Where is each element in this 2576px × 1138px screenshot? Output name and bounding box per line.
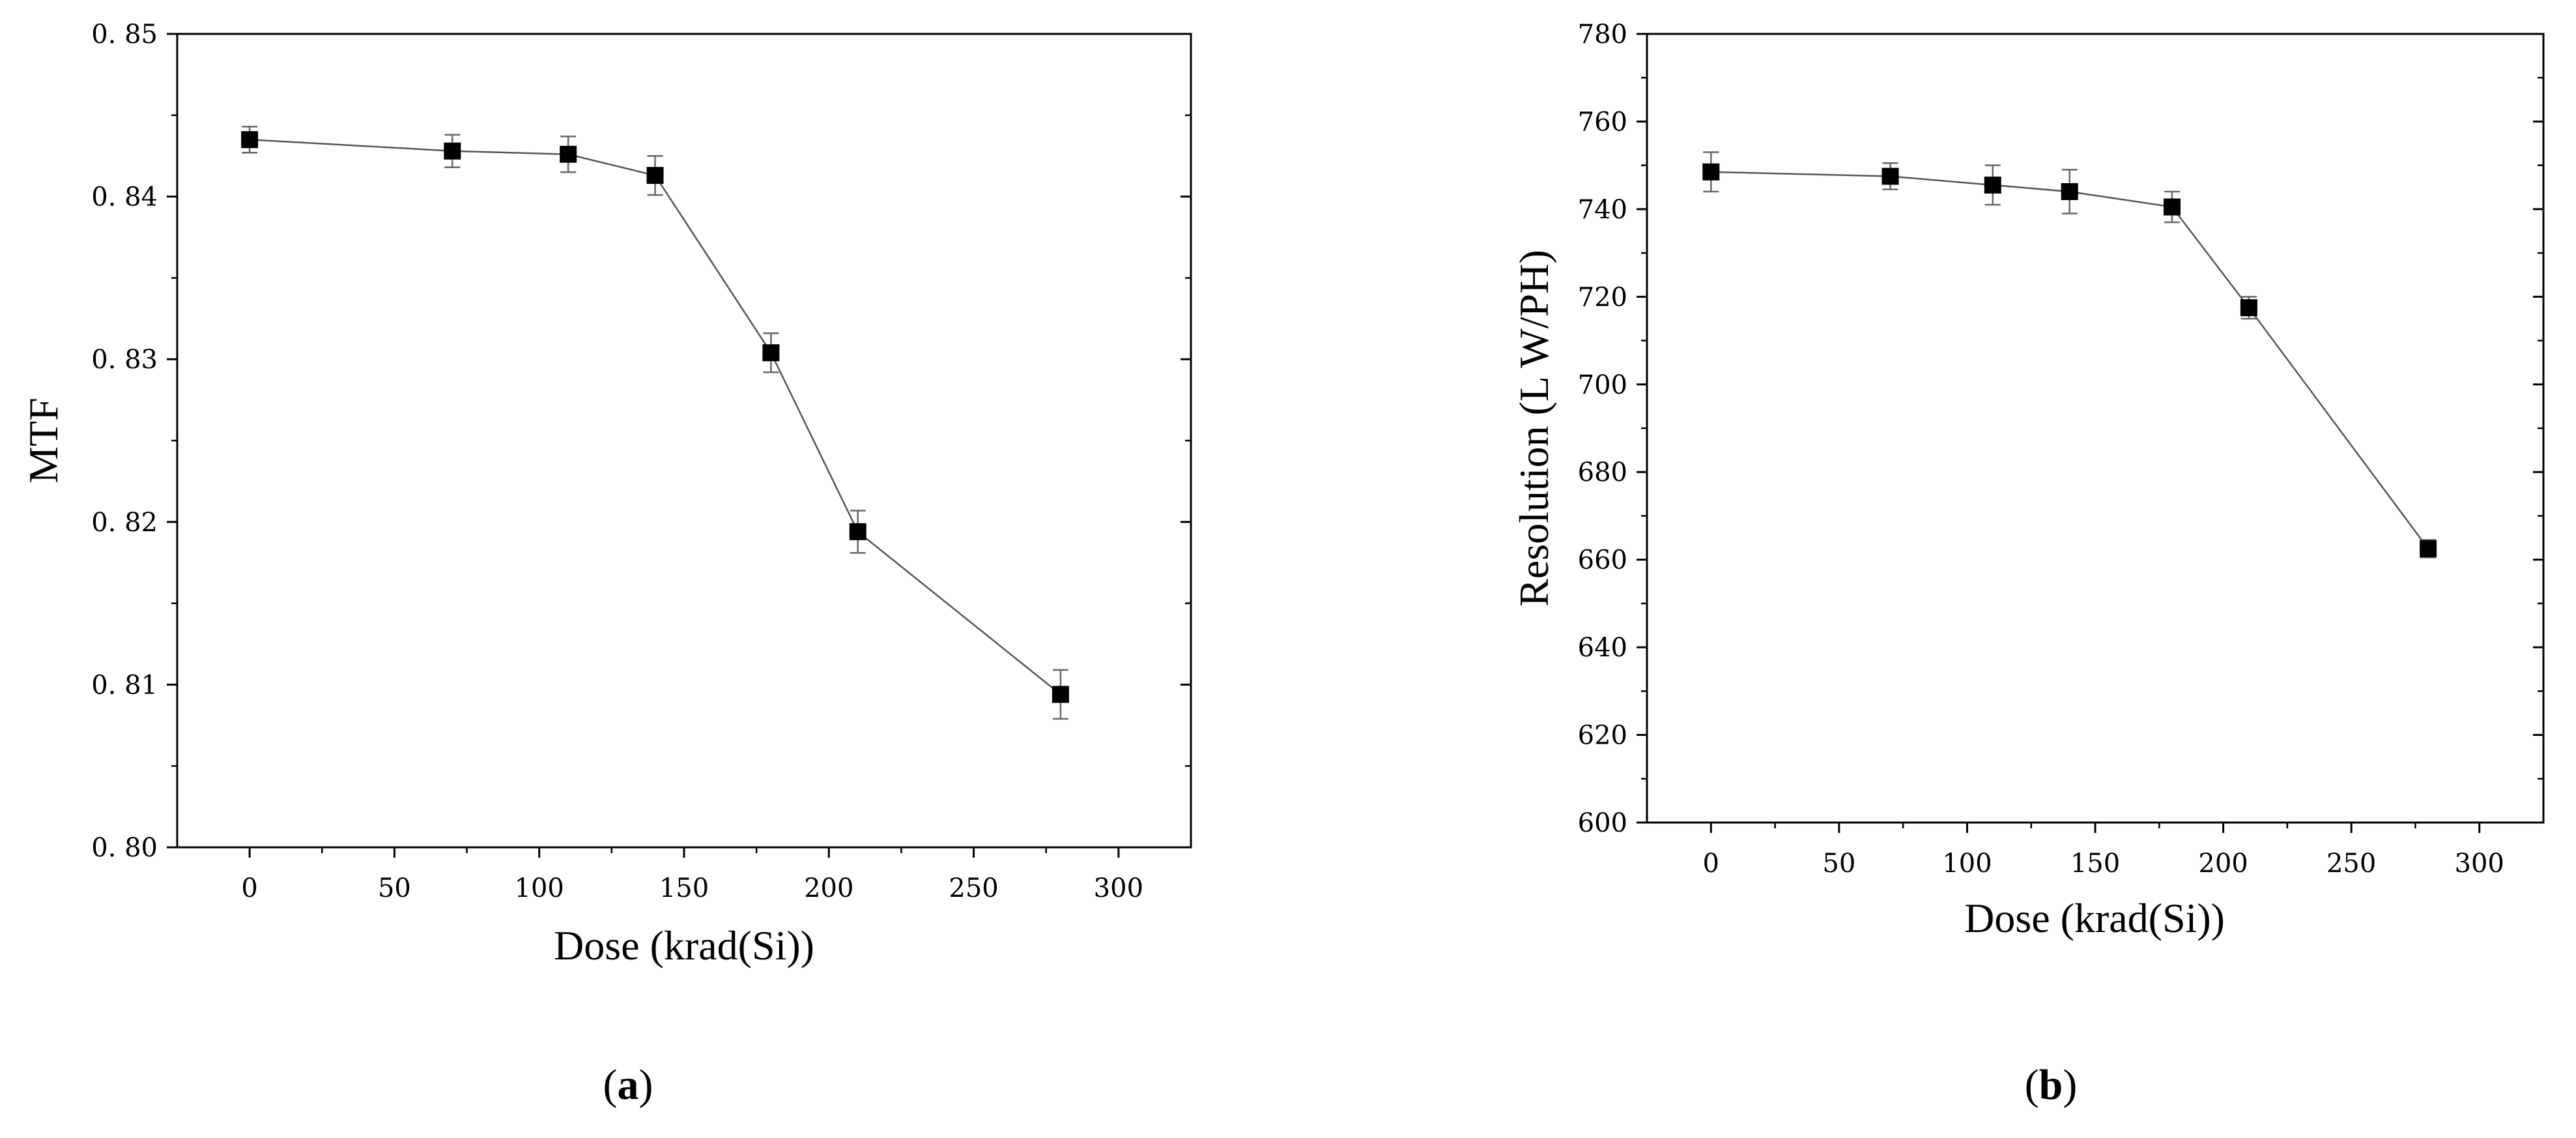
- series-line: [250, 138, 1061, 695]
- chart-panel-b: 0 50 100 150 200 250 300 600 620 640 660 680 700 720 7…: [1511, 20, 2545, 1109]
- plot-frame: [1646, 33, 2545, 824]
- x-axis-title: Dose (krad(Si)): [554, 922, 814, 969]
- y-tick-label: 0. 83: [91, 345, 158, 375]
- y-tick-label: 0. 85: [91, 20, 158, 50]
- data-point: [560, 145, 577, 163]
- x-tick-label: 0: [1703, 849, 1719, 879]
- panel-label: (b): [2025, 1061, 2078, 1109]
- x-tick-label: 0: [241, 873, 257, 903]
- panel-label-close: ): [639, 1061, 653, 1109]
- y-tick-label: 0. 84: [91, 182, 158, 212]
- chart-panel-a: 0 50 100 150 200 250 300 0. 80 0. 81 0. 82 0. 83 0.…: [20, 20, 1192, 1109]
- data-point: [1984, 176, 2001, 194]
- x-tick-label: 200: [804, 873, 853, 903]
- x-tick-label: 250: [949, 873, 998, 903]
- x-tick-label: 250: [2326, 849, 2376, 879]
- x-tick-label: 100: [1942, 849, 1992, 879]
- panel-label-close: ): [2063, 1061, 2077, 1109]
- x-tick-label: 150: [2070, 849, 2120, 879]
- y-tick-label: 0. 81: [91, 670, 158, 700]
- data-point: [1702, 163, 1720, 181]
- data-point: [2420, 540, 2437, 557]
- y-tick-label: 660: [1578, 546, 1627, 576]
- y-tick-label: 720: [1578, 282, 1627, 312]
- y-tick-label: 0. 82: [91, 508, 158, 538]
- panel-label-open: (: [603, 1061, 618, 1109]
- panel-label-letter: a: [618, 1061, 639, 1109]
- series-line: [1711, 171, 2429, 549]
- data-point: [762, 344, 780, 362]
- x-axis-title: Dose (krad(Si)): [1964, 895, 2225, 941]
- y-tick-label: 700: [1578, 370, 1627, 400]
- data-point: [646, 167, 664, 184]
- data-point: [2061, 183, 2078, 200]
- panel-label-letter: b: [2039, 1061, 2063, 1109]
- x-tick-label: 300: [2455, 849, 2504, 879]
- y-tick-label: 780: [1578, 20, 1627, 50]
- x-tick-label: 50: [1822, 849, 1855, 879]
- x-tick-label: 150: [659, 873, 709, 903]
- y-tick-label: 640: [1578, 633, 1627, 663]
- y-tick-label: 760: [1578, 107, 1627, 137]
- x-tick-label: 300: [1094, 873, 1143, 903]
- data-point: [444, 142, 461, 160]
- x-tick-label: 200: [2198, 849, 2248, 879]
- x-tick-label: 50: [378, 873, 411, 903]
- data-point: [849, 523, 866, 540]
- y-axis-title: MTF: [20, 398, 66, 484]
- data-point: [2163, 198, 2181, 216]
- plot-frame: [176, 33, 1192, 849]
- data-point: [241, 131, 259, 149]
- y-tick-label: 0. 80: [91, 833, 158, 863]
- data-point: [1882, 168, 1899, 185]
- y-tick-label: 680: [1578, 458, 1627, 488]
- panel-label-open: (: [2025, 1061, 2039, 1109]
- y-axis-title: Resolution (L W/PH): [1511, 250, 1557, 607]
- x-tick-label: 100: [515, 873, 564, 903]
- data-point: [1052, 686, 1069, 703]
- data-point: [2240, 299, 2257, 317]
- y-tick-label: 620: [1578, 721, 1627, 751]
- y-tick-label: 740: [1578, 195, 1627, 225]
- y-tick-label: 600: [1578, 808, 1627, 838]
- panel-label: (a): [603, 1061, 653, 1109]
